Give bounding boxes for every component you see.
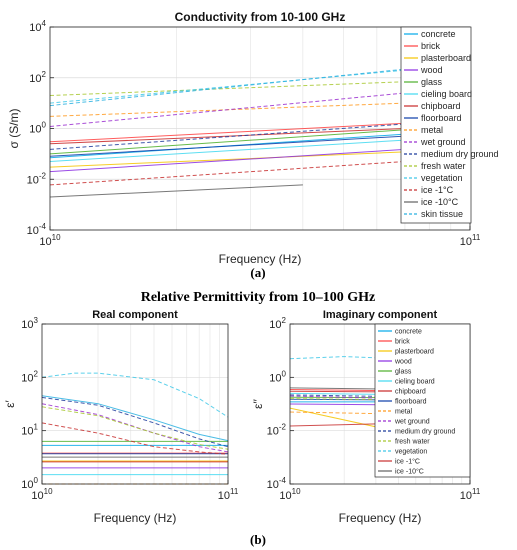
series-line-ice-10-c: [49, 184, 303, 198]
legend-entry: concrete: [395, 328, 422, 335]
series-line-fresh-water: [49, 81, 405, 96]
legend-entry: plasterboard: [421, 53, 471, 63]
legend-entry: wet ground: [420, 137, 466, 147]
legend-entry: chipboard: [395, 388, 426, 395]
y-tick-label: 10-2: [27, 171, 47, 186]
x-tick-label: 1011: [218, 487, 239, 502]
series-line-wet-ground: [289, 395, 431, 400]
panel-b-label: (b): [250, 532, 266, 547]
x-axis-label: Frequency (Hz): [339, 511, 422, 525]
y-tick-label: 100: [21, 476, 38, 491]
x-tick-label: 1010: [279, 487, 301, 502]
legend-entry: ice -10°C: [421, 197, 459, 207]
real-permittivity-chart: 1010 1011 100 101 102 103 Real component Freque…: [3, 309, 239, 525]
y-tick-label: 104: [29, 19, 46, 34]
conductivity-chart: 1010 1011 10-4 10-2 100 102 104 Conductivity fr…: [7, 10, 499, 266]
legend-entry: plasterboard: [395, 348, 434, 355]
legend-entry: fresh water: [421, 161, 466, 171]
legend: concrete brick plasterboard wood glass cielin…: [374, 323, 471, 478]
legend-entry: vegetation: [421, 173, 463, 183]
y-tick-label: 101: [21, 423, 38, 438]
legend-box: [400, 26, 472, 224]
legend-entry: floorboard: [395, 398, 427, 405]
chart-title: Conductivity from 10-100 GHz: [175, 10, 346, 24]
x-axis-label: Frequency (Hz): [219, 252, 302, 266]
legend-entry: brick: [395, 338, 410, 345]
x-tick-label: 1010: [31, 487, 53, 502]
x-axis-label: Frequency (Hz): [94, 511, 177, 525]
y-tick-label: 10-4: [267, 476, 287, 491]
y-tick-label: 10-2: [267, 423, 287, 438]
y-tick-label: 102: [21, 369, 38, 384]
series-line-vegetation: [41, 372, 229, 418]
y-tick-label: 103: [21, 316, 38, 331]
y-axis-label: σ (S/m): [7, 108, 21, 148]
legend-entry: fresh water: [395, 438, 430, 445]
legend-entry: metal: [421, 125, 443, 135]
series-line-medium-dry-ground: [289, 394, 431, 398]
legend-entry: wood: [420, 65, 443, 75]
y-tick-label: 100: [269, 369, 286, 384]
series-line-chipboard: [49, 128, 405, 145]
axes-frame: [41, 323, 229, 485]
x-tick-label: 1010: [39, 233, 61, 248]
legend-entry: ice -10°C: [395, 467, 424, 475]
series-line-skin-tissue: [49, 68, 405, 107]
y-axis-label: ε′: [3, 399, 17, 407]
legend-entry: wood: [394, 358, 412, 365]
panel-a-label: (a): [250, 265, 265, 280]
plot-area: [42, 324, 228, 484]
legend-entry: vegetation: [395, 448, 427, 455]
legend-entry: ice -1°C: [421, 185, 454, 195]
series-group: [49, 68, 405, 198]
legend-entry: skin tissue: [421, 209, 463, 219]
legend-entry: cieling board: [421, 89, 472, 99]
series-line-glass: [49, 129, 405, 155]
legend-entry: concrete: [421, 29, 456, 39]
series-line-floorboard: [49, 135, 405, 157]
legend-entry: floorboard: [421, 113, 462, 123]
legend-entry: medium dry ground: [395, 428, 455, 435]
series-line-skin-tissue: [41, 395, 229, 442]
series-line-wet-ground: [49, 92, 405, 127]
legend: concrete brick plasterboard wood glass cielin…: [400, 26, 499, 224]
y-tick-label: 102: [269, 316, 286, 331]
y-tick-label: 102: [29, 70, 46, 85]
series-line-cieling-board: [49, 139, 405, 162]
series-line-wet-ground: [41, 403, 229, 453]
chart-title: Imaginary component: [323, 309, 438, 321]
x-tick-label: 1011: [460, 233, 481, 248]
y-tick-label: 100: [29, 121, 46, 136]
series-line-plasterboard: [49, 151, 405, 168]
series-line-metal: [289, 411, 431, 416]
series-line-brick: [49, 122, 405, 143]
series-line-fresh-water: [289, 398, 431, 401]
x-tick-label: 1011: [460, 487, 481, 502]
legend-entry: wet ground: [394, 418, 430, 425]
legend-entry: cieling board: [395, 378, 435, 385]
series-line-medium-dry-ground: [49, 123, 405, 150]
series-line-vegetation: [49, 69, 405, 104]
series-line-fresh-water: [41, 406, 229, 450]
y-axis-label: ε′′: [251, 398, 265, 409]
y-tick-label: 10-4: [27, 222, 47, 237]
series-line-ice-1-c: [41, 422, 229, 455]
legend-entry: metal: [395, 408, 413, 415]
legend-entry: chipboard: [421, 101, 461, 111]
series-line-ice-1-c: [49, 161, 405, 186]
imaginary-permittivity-chart: 1010 1011 10-4 10-2 100 102 Imaginary componen…: [251, 309, 481, 525]
figure-b-title: Relative Permittivity from 10–100 GHz: [141, 290, 376, 305]
series-line-wood: [49, 148, 405, 173]
legend-entry: glass: [395, 368, 412, 375]
chart-title: Real component: [92, 309, 178, 321]
legend-entry: glass: [421, 77, 443, 87]
series-group: [41, 372, 229, 485]
legend-entry: ice -1°C: [395, 457, 420, 465]
legend-entry: brick: [421, 41, 441, 51]
legend-entry: medium dry ground: [421, 149, 499, 159]
